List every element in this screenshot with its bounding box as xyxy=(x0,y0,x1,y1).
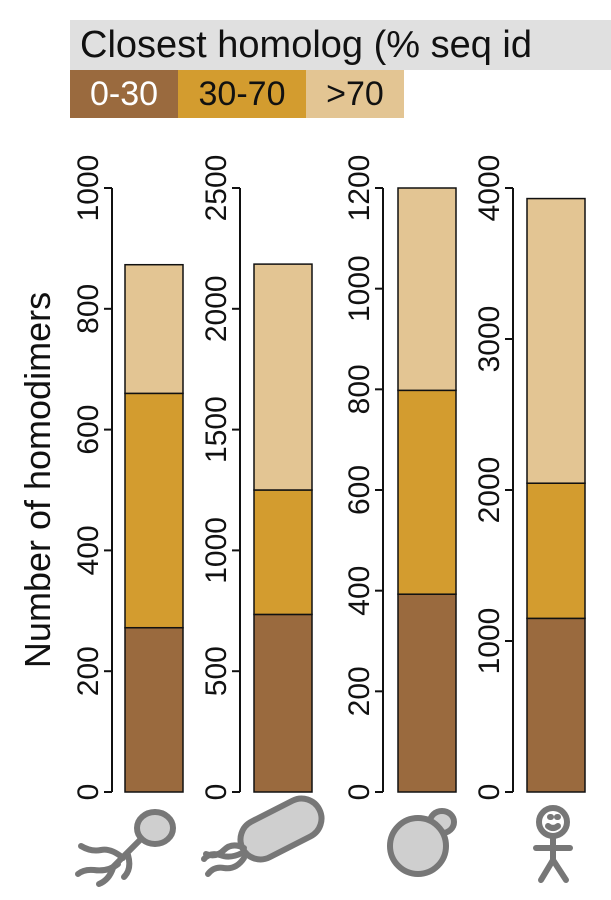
y-tick-label: 600 xyxy=(72,405,105,455)
bar-segment->70 xyxy=(526,197,586,484)
y-tick-label: 400 xyxy=(343,566,376,616)
y-tick-label: 0 xyxy=(72,784,105,801)
y-tick-label: 500 xyxy=(200,646,233,696)
bar-segment-0-30 xyxy=(526,617,586,793)
y-tick-label: 600 xyxy=(343,465,376,515)
y-tick-label: 2000 xyxy=(473,457,506,524)
bar-segment-30-70 xyxy=(124,392,184,629)
bar-segment->70 xyxy=(253,263,313,491)
y-tick-label: 3000 xyxy=(473,306,506,373)
y-tick-label: 2500 xyxy=(200,155,233,222)
y-tick-label: 200 xyxy=(343,666,376,716)
y-tick-label: 0 xyxy=(343,784,376,801)
y-tick-label: 1200 xyxy=(343,155,376,222)
y-tick-label: 1000 xyxy=(200,517,233,584)
y-tick-label: 1000 xyxy=(72,155,105,222)
legend-swatch-above-70: >70 xyxy=(306,70,404,118)
yeast-icon xyxy=(387,808,457,877)
bar-segment-30-70 xyxy=(397,389,457,595)
phage-icon xyxy=(75,809,176,887)
y-tick-label: 800 xyxy=(72,284,105,334)
legend-header-band xyxy=(70,20,611,70)
legend-swatch-0-30: 0-30 xyxy=(70,70,178,118)
bar-plot-3: 0 1000 2000 3000 4000 xyxy=(473,155,586,801)
y-tick-label: 2000 xyxy=(200,275,233,342)
bar-segment->70 xyxy=(397,187,457,392)
bar-plot-0: 0 200 400 600 800 1000 xyxy=(72,155,184,801)
bacterium-icon xyxy=(201,795,325,877)
y-tick-label: 1000 xyxy=(473,608,506,675)
bar-segment-0-30 xyxy=(124,626,184,793)
human-icon xyxy=(533,805,573,883)
legend-swatch-30-70: 30-70 xyxy=(178,70,306,118)
bar-plot-2: 0 200 400 600 800 1000 1200 xyxy=(343,155,457,801)
bar-plot-1: 0 500 1000 1500 2000 2500 xyxy=(200,155,313,801)
bar-segment->70 xyxy=(124,263,184,395)
bar-segment-0-30 xyxy=(397,593,457,793)
y-tick-label: 800 xyxy=(343,364,376,414)
y-tick-label: 400 xyxy=(72,525,105,575)
y-tick-label: 0 xyxy=(473,784,506,801)
y-tick-label: 0 xyxy=(200,784,233,801)
bar-segment-0-30 xyxy=(253,613,313,793)
bar-segment-30-70 xyxy=(253,489,313,616)
y-tick-label: 4000 xyxy=(473,155,506,222)
y-tick-label: 200 xyxy=(72,646,105,696)
y-tick-label: 1000 xyxy=(343,255,376,322)
y-tick-label: 1500 xyxy=(200,396,233,463)
bar-segment-30-70 xyxy=(526,482,586,620)
legend-title: Closest homolog (% seq id xyxy=(80,24,532,66)
y-axis-label: Number of homodimers xyxy=(17,292,58,668)
